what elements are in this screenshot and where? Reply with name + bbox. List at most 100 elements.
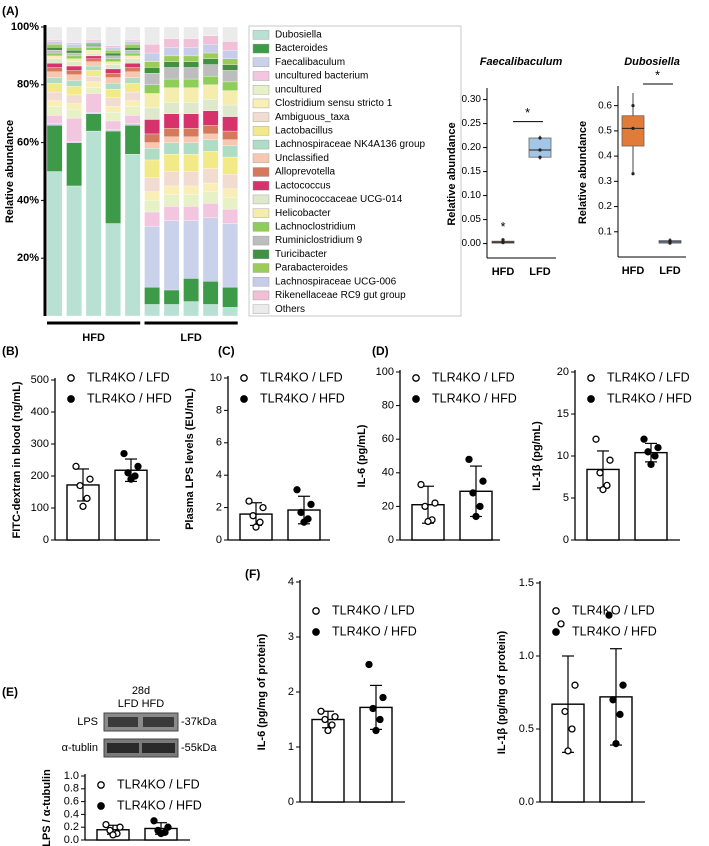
box <box>528 137 552 158</box>
data-point <box>568 725 576 733</box>
data-point <box>619 681 627 689</box>
bar-segment <box>222 188 238 198</box>
bar-segment <box>105 61 121 65</box>
bar-segment <box>144 44 160 54</box>
bar-segment <box>105 26 121 46</box>
y-tick-label: 0.6 <box>598 100 612 111</box>
y-tick-label: 1.0 <box>64 770 79 782</box>
bar-segment <box>124 106 141 116</box>
bar-segment <box>124 49 141 54</box>
bar-segment <box>183 278 199 302</box>
bar-segment <box>66 80 82 87</box>
data-point <box>599 485 607 494</box>
data-point <box>134 462 142 471</box>
y-tick-label: 0.25 <box>462 118 482 129</box>
data-point <box>293 486 301 494</box>
y-tick-label: 60 <box>382 433 394 445</box>
data-point <box>472 512 480 521</box>
legend-marker <box>97 781 105 789</box>
y-tick-label: 80% <box>17 79 39 91</box>
data-point <box>631 172 635 176</box>
legend-marker <box>312 628 320 636</box>
blot-size: -37kDa <box>181 716 217 728</box>
bar-segment <box>105 68 121 74</box>
bar-segment <box>163 142 180 155</box>
y-axis-label: Relative abundance <box>577 121 589 224</box>
bar-segment <box>124 71 141 78</box>
bar-segment <box>105 83 121 90</box>
bar-segment <box>202 203 219 218</box>
bar-segment <box>222 145 238 158</box>
bar-segment <box>105 49 121 54</box>
y-tick-label: 6 <box>216 437 222 449</box>
bar-segment <box>183 171 199 187</box>
legend-marker <box>67 374 75 382</box>
legend-marker <box>412 374 420 382</box>
bar-segment <box>46 55 63 59</box>
y-tick-label: 0.5 <box>598 126 612 137</box>
data-point <box>157 829 165 838</box>
bar-segment <box>105 52 121 57</box>
legend-swatch <box>252 181 270 191</box>
bar-segment <box>85 39 102 42</box>
bar-segment <box>202 133 219 140</box>
bar-segment <box>183 154 199 172</box>
legend-label: Unclassified <box>275 153 329 164</box>
bar-segment <box>46 114 63 124</box>
bar-segment <box>144 107 160 120</box>
legend-label: TLR4KO / HFD <box>260 391 345 405</box>
bar-segment <box>222 70 238 83</box>
bar-segment <box>183 206 199 221</box>
bar <box>599 696 633 803</box>
bar-segment <box>124 154 141 317</box>
y-axis-label: Plasma LPS levels (EU/mL) <box>184 388 196 530</box>
bar-segment <box>46 62 63 68</box>
y-tick-label: 100 <box>31 502 49 514</box>
bar-segment <box>144 26 160 45</box>
bar-segment <box>202 125 219 135</box>
bar-segment <box>163 61 180 68</box>
y-tick-label: 0.2 <box>598 201 612 212</box>
bar-segment <box>163 55 180 62</box>
blot-band <box>142 743 175 753</box>
data-point <box>538 148 542 152</box>
y-axis-label: IL-6 (pg/mg of protein) <box>256 633 268 750</box>
panel-label: (B) <box>2 344 19 358</box>
bar-segment <box>85 61 102 67</box>
y-axis-label: IL-1β (pg/mL) <box>531 421 543 491</box>
bar-segment <box>163 78 180 88</box>
bar-segment <box>124 62 141 68</box>
bar-segment <box>163 87 180 103</box>
data-point <box>501 238 505 242</box>
data-point <box>376 715 384 724</box>
y-tick-label: 40 <box>382 467 394 479</box>
legend-swatch <box>252 277 270 287</box>
bar-segment <box>144 61 160 68</box>
bar-segment <box>124 55 141 59</box>
y-tick-label: 0.20 <box>462 142 482 153</box>
bar-segment <box>222 81 238 91</box>
bar-segment <box>183 38 199 48</box>
legend-label: Helicobacter <box>275 208 331 219</box>
bar-segment <box>66 86 82 96</box>
legend-swatch <box>252 43 270 54</box>
y-tick-label: 400 <box>31 406 49 418</box>
x-tick-label: LFD <box>529 266 550 278</box>
bar-segment <box>222 197 238 210</box>
y-tick-label: 4 <box>216 469 222 481</box>
data-point <box>109 831 117 839</box>
data-point <box>116 823 124 831</box>
data-point <box>86 475 94 483</box>
y-tick-label: 0.1 <box>598 226 612 237</box>
legend-swatch <box>252 208 270 218</box>
bar-segment <box>183 78 199 88</box>
bar-segment <box>202 217 219 282</box>
bar-segment <box>85 112 102 114</box>
y-axis-label: IL-6 (pg/mL) <box>356 424 368 487</box>
y-tick-label: 20 <box>557 366 569 378</box>
bar-segment <box>85 47 102 51</box>
y-axis-label: IL-1β (pg/mg of protein) <box>496 630 508 754</box>
bar-segment <box>144 84 160 94</box>
bar-segment <box>222 286 238 308</box>
bar-segment <box>163 185 180 195</box>
